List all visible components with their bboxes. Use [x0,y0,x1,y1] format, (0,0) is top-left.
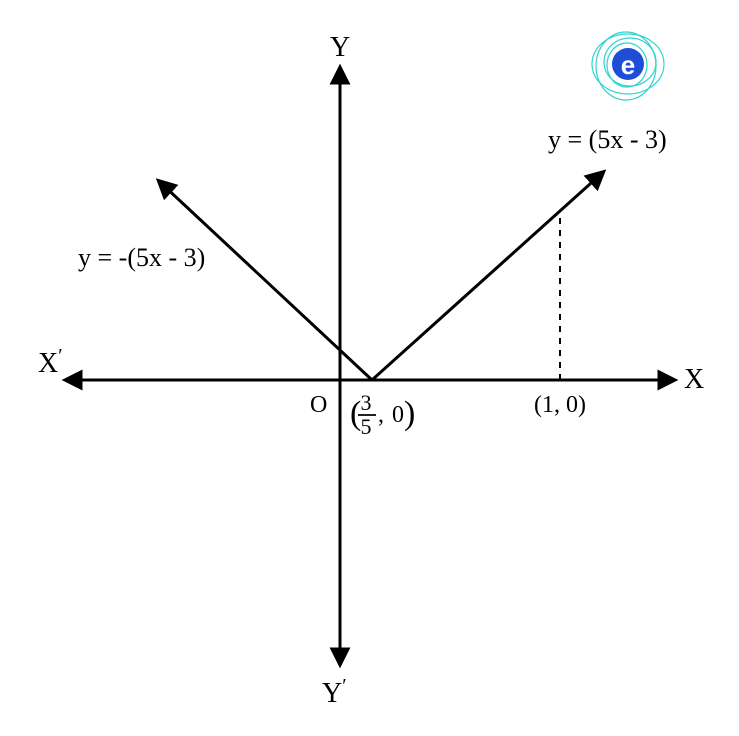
vertex-comma: , [378,402,384,428]
x-axis-label-end: X [684,364,704,395]
vertex-paren-close: ) [404,395,415,432]
x-axis-label-start: X′ [38,345,63,379]
line-right-branch [372,175,600,380]
y-axis-label-start: Y′ [322,675,347,709]
equation-left: y = -(5x - 3) [78,243,205,272]
vertex-frac-numer: 3 [361,390,372,415]
logo: e [592,32,664,100]
equation-right: y = (5x - 3) [548,125,667,154]
point-one-zero-label: (1, 0) [534,392,586,418]
vertex-frac-denom: 5 [361,414,372,439]
vertex-y-value: 0 [392,402,404,428]
y-axis-label-end: Y [330,32,350,63]
origin-label: O [310,392,327,418]
logo-glyph: e [621,50,635,80]
vertex-label: ( 3 5 , 0 ) [350,390,415,439]
